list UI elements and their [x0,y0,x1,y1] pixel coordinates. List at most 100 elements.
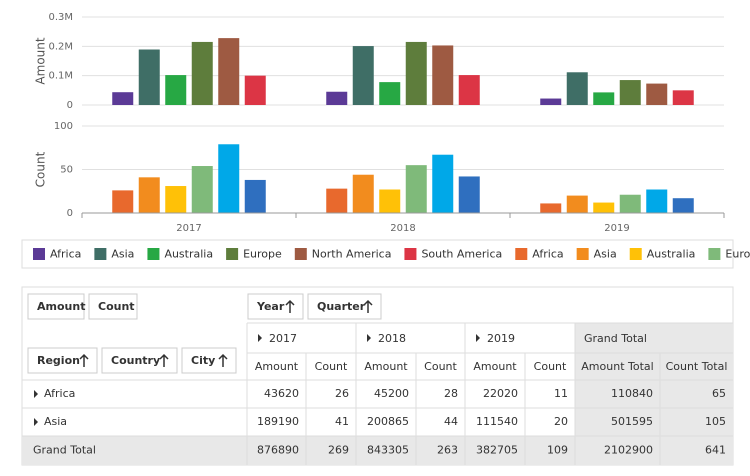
legend-label[interactable]: Australia [647,248,696,261]
bar [405,41,427,105]
cell-value: 109 [547,444,568,457]
cell-value: 43620 [264,387,299,400]
field-button[interactable] [27,347,98,374]
measure-header: Amount [255,360,299,373]
legend-label[interactable]: Asia [111,248,134,261]
field-label[interactable]: Amount [37,300,85,313]
legend-label[interactable]: Africa [532,248,563,261]
measure-header: Count [534,360,567,373]
cell-value: 876890 [257,444,299,457]
cell-value: 111540 [476,415,518,428]
legend-swatch[interactable] [94,248,107,260]
y-tick-label: 100 [54,121,73,132]
sort-icon[interactable] [363,299,373,313]
expand-icon[interactable] [34,418,38,426]
measure-header: Amount Total [581,360,653,373]
field-label[interactable]: Year [256,300,285,313]
cell-value: 105 [705,415,726,428]
measure-header: Count [315,360,348,373]
expand-icon[interactable] [258,334,262,342]
legend-label[interactable]: North America [312,248,392,261]
bar [191,166,213,213]
legend-box [21,239,734,269]
legend-label[interactable]: South America [421,248,502,261]
measure-header: Count Total [666,360,728,373]
y-tick-label: 0.1M [48,71,73,82]
bar [540,98,562,105]
bar [672,90,694,105]
bar [165,75,187,105]
column-header[interactable]: 2018 [378,332,406,345]
row-header[interactable]: Africa [44,387,75,400]
x-tick-label: 2019 [604,223,629,234]
bar [218,38,240,106]
column-header[interactable]: 2017 [269,332,297,345]
cell-value: 45200 [374,387,409,400]
legend-label[interactable]: Europe [243,248,282,261]
legend-label[interactable]: Australia [164,248,213,261]
bar [432,154,454,213]
bar [352,46,374,105]
bar [352,174,374,213]
field-button[interactable] [247,293,304,320]
bar [244,179,266,213]
legend-swatch[interactable] [515,248,528,260]
legend-swatch[interactable] [226,248,239,260]
row-header[interactable]: Asia [44,415,67,428]
legend-swatch[interactable] [576,248,589,260]
bar [619,80,641,105]
legend-label[interactable]: Asia [594,248,617,261]
bar [646,189,668,213]
bar [138,177,160,213]
field-label[interactable]: Count [98,300,135,313]
legend-label[interactable]: Africa [50,248,81,261]
field-label[interactable]: Quarter [317,300,366,313]
legend-swatch[interactable] [294,248,307,260]
cell-value: 200865 [367,415,409,428]
bar [244,75,266,105]
field-label[interactable]: Region [37,354,80,367]
legend-swatch[interactable] [147,248,160,260]
expand-icon[interactable] [34,390,38,398]
cell-value: 20 [554,415,568,428]
bar [593,92,615,105]
cell-value: 189190 [257,415,299,428]
expand-icon[interactable] [367,334,371,342]
sort-icon[interactable] [285,299,295,313]
y-tick-label: 0.3M [48,12,73,23]
legend-swatch[interactable] [629,248,642,260]
cell-value: 843305 [367,444,409,457]
bar [646,83,668,105]
bar [458,176,480,213]
bar [379,82,401,105]
field-label[interactable]: City [191,354,215,367]
x-tick-label: 2018 [390,223,415,234]
column-header[interactable]: 2019 [487,332,515,345]
bar [619,194,641,213]
field-label[interactable]: Country [111,354,160,367]
field-button[interactable] [88,293,138,320]
y-axis-title: Amount [34,37,48,84]
cell-value: 28 [444,387,458,400]
field-button[interactable] [307,293,382,320]
sort-icon[interactable] [218,353,228,367]
cell-value: 26 [335,387,349,400]
bar [566,72,588,105]
expand-icon[interactable] [476,334,480,342]
legend-swatch[interactable] [33,248,45,260]
field-button[interactable] [181,347,237,374]
measure-header: Amount [473,360,517,373]
legend-swatch[interactable] [404,248,417,260]
grand-total-bg [22,436,575,465]
sort-icon[interactable] [79,353,89,367]
bar [326,188,348,213]
legend-swatch[interactable] [708,248,721,260]
field-button[interactable] [27,293,85,320]
sort-icon[interactable] [159,353,169,367]
y-axis-title: Count [34,151,48,187]
cell-value: 501595 [611,415,653,428]
grand-total-bg [575,323,733,465]
cell-value: 44 [444,415,458,428]
bar [112,190,134,213]
legend-label[interactable]: Europe [725,248,750,261]
